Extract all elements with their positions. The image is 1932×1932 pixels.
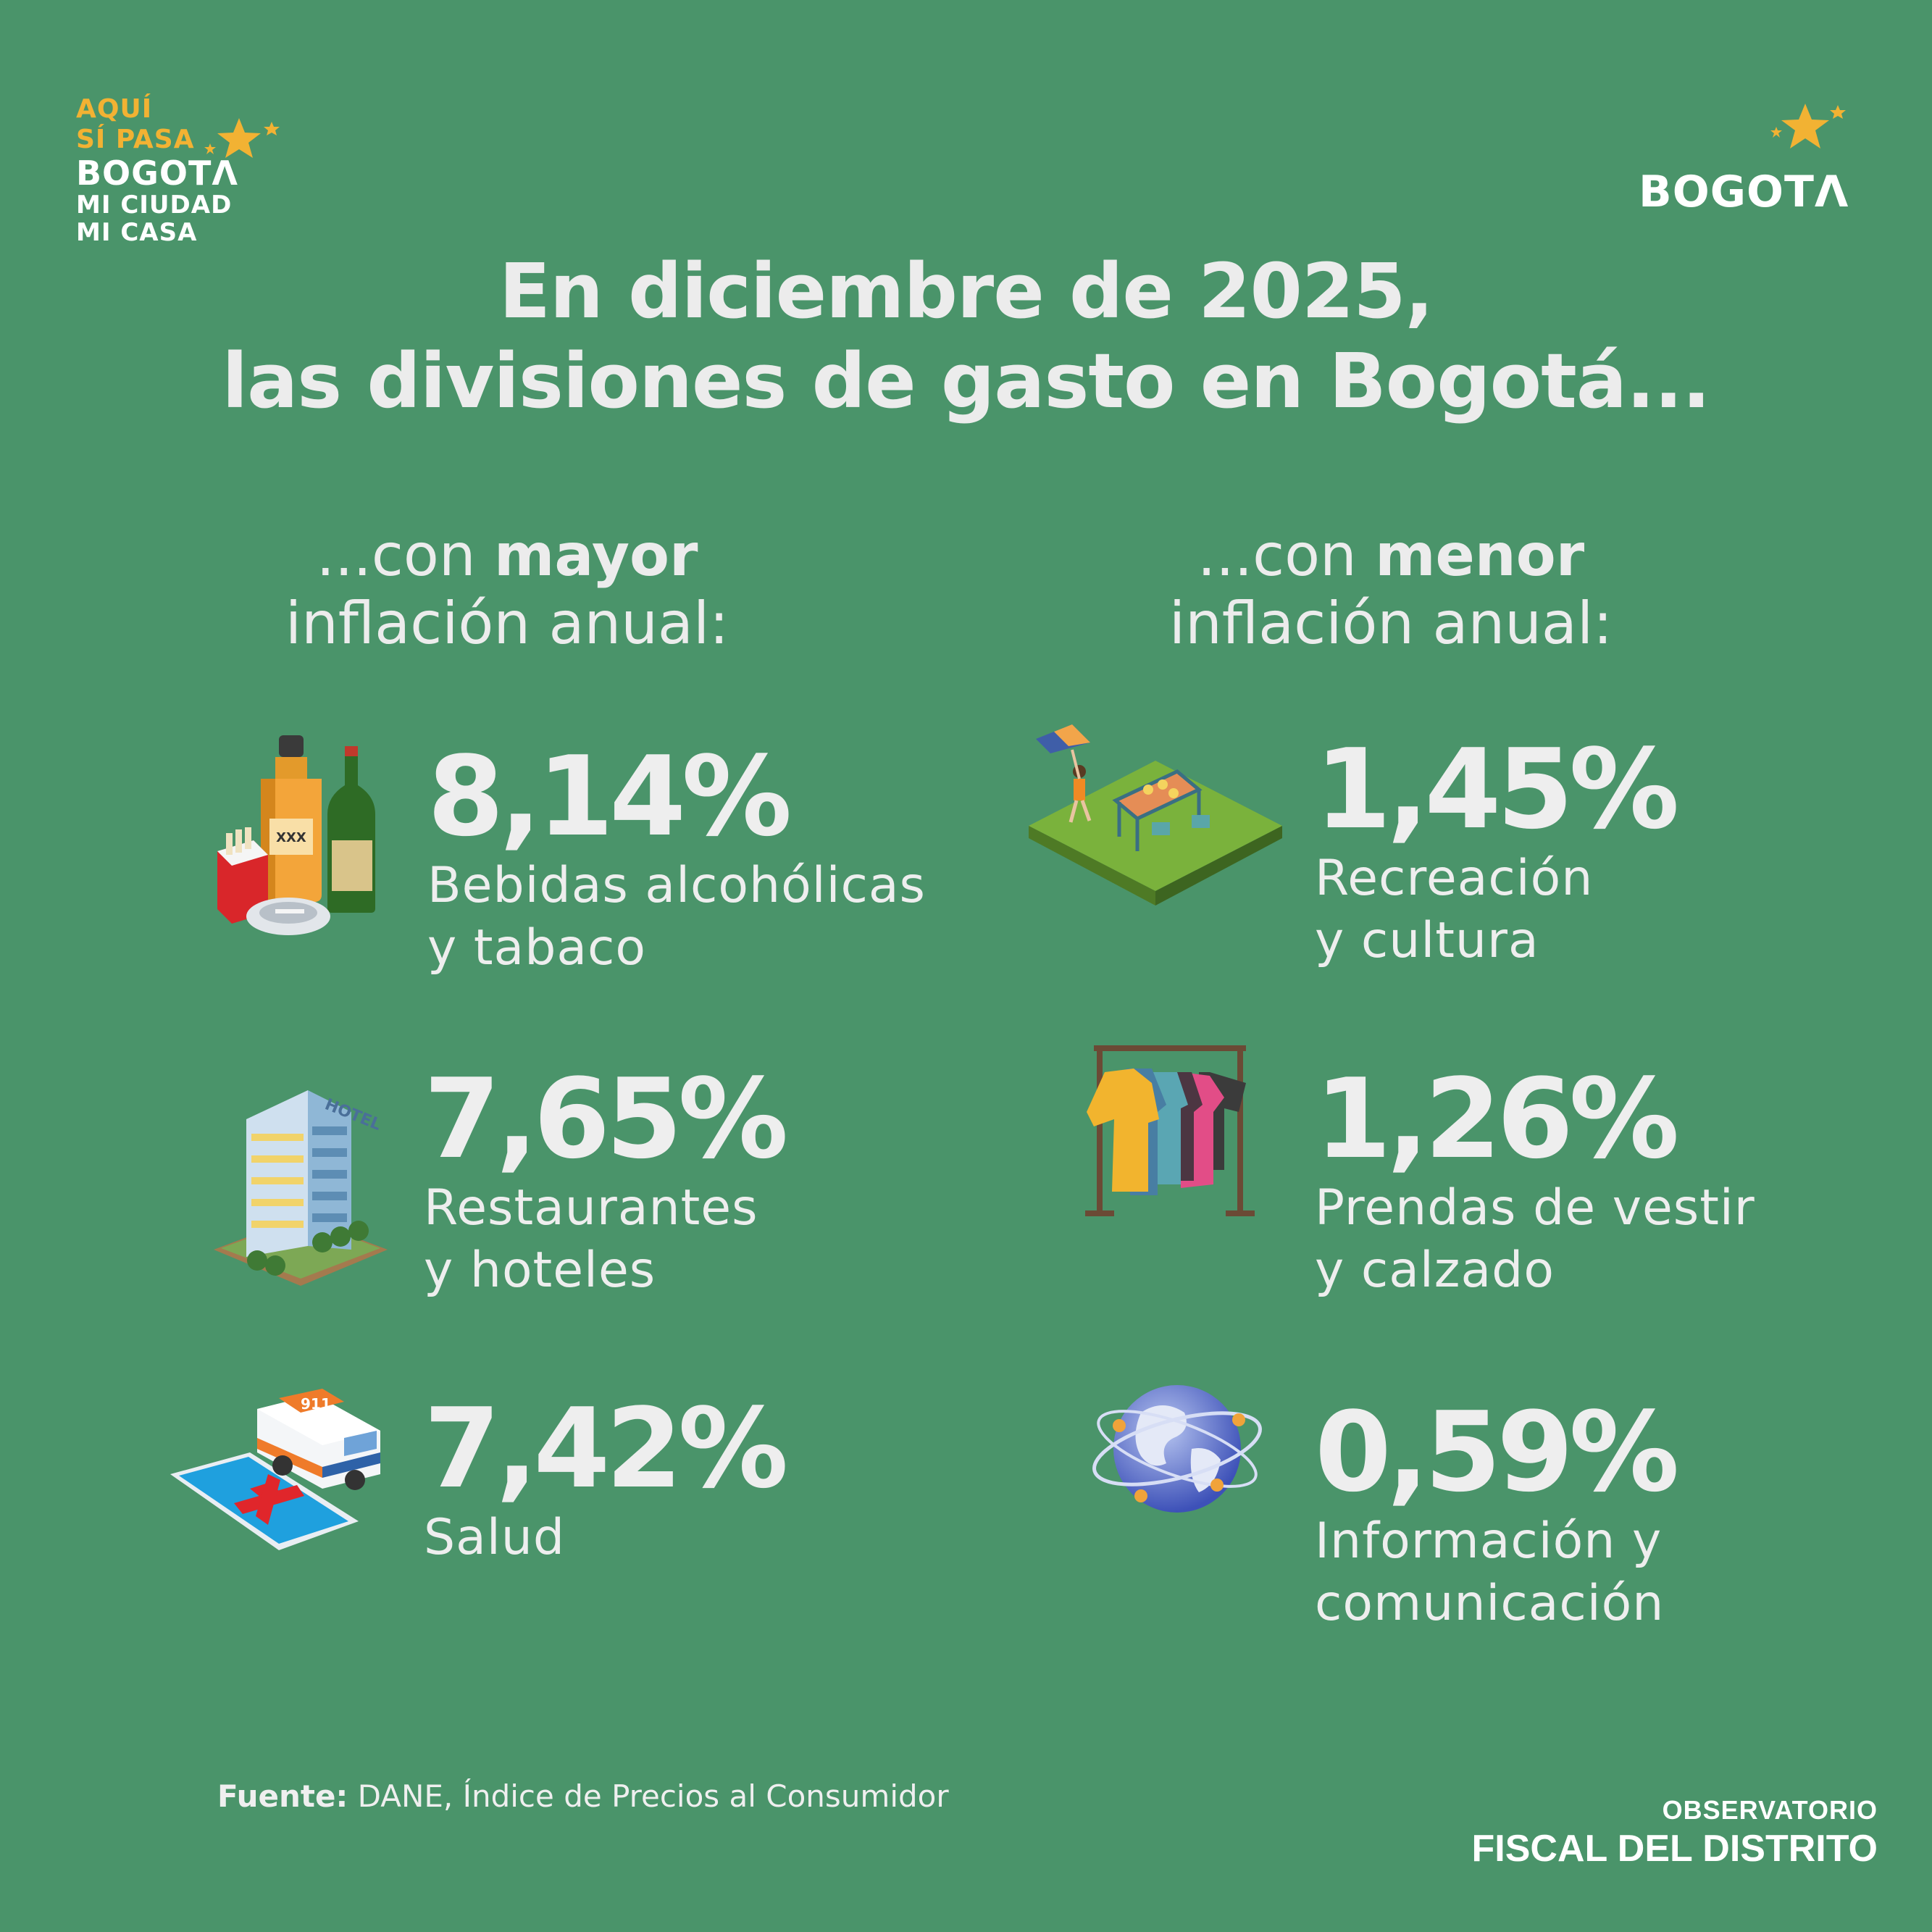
bogota-wordmark: BOGOTΛ	[1639, 167, 1849, 217]
page-title: En diciembre de 2025, las divisiones de …	[0, 246, 1932, 426]
bottles-tobacco-icon: XXX	[217, 735, 375, 935]
inflation-value: 8,14%	[427, 732, 792, 861]
division-label-line-1: Bebidas alcohólicas	[427, 857, 926, 914]
star-icon	[1770, 104, 1846, 149]
inflation-value: 1,45%	[1315, 725, 1679, 853]
ambulance-health-icon: 911	[170, 1389, 380, 1550]
inflation-value: 1,26%	[1315, 1055, 1679, 1183]
globe-network-icon	[1092, 1385, 1262, 1513]
header-higher-inflation: ...con mayor inflación anual:	[217, 522, 797, 658]
division-label-line-1: Salud	[424, 1509, 565, 1566]
title-line-2: las divisiones de gasto en Bogotá...	[222, 337, 1710, 425]
source-text: DANE, Índice de Precios al Consumidor	[357, 1778, 949, 1814]
logo-line-1: AQUÍ	[76, 94, 153, 124]
svg-text:911: 911	[301, 1395, 331, 1413]
division-label-line-2: y tabaco	[427, 919, 647, 977]
title-line-1: En diciembre de 2025,	[498, 247, 1434, 335]
division-label-line-1: Información y	[1315, 1513, 1663, 1570]
campaign-logo: AQUÍ SÍ PASA BOGOTΛ MI CIUDAD MI CASA	[76, 94, 286, 261]
division-label-line-2: y calzado	[1315, 1242, 1555, 1299]
observatorio-line-1: OBSERVATORIO	[1662, 1795, 1878, 1825]
park-recreation-icon	[1029, 724, 1282, 906]
item-health: 7,42% Salud	[424, 1384, 788, 1569]
inflation-value: 7,42%	[424, 1384, 788, 1513]
observatorio-logo: OBSERVATORIO FISCAL DEL DISTRITO	[1472, 1795, 1878, 1870]
item-alcohol-tobacco: 8,14% Bebidas alcohólicas y tabaco	[427, 739, 926, 979]
inflation-value: 7,65%	[424, 1055, 788, 1183]
logo-line-4: MI CIUDAD	[76, 191, 233, 219]
stars-icon	[204, 118, 280, 158]
hotel-building-icon: HOTEL	[214, 1090, 388, 1286]
header-bold: menor	[1375, 522, 1585, 589]
header-line-2: inflación anual:	[285, 590, 729, 657]
division-label-line-1: Restaurantes	[424, 1179, 758, 1237]
division-label-line-1: Prendas de vestir	[1315, 1179, 1755, 1237]
source-note: Fuente: DANE, Índice de Precios al Consu…	[217, 1778, 949, 1814]
header-lower-inflation: ...con menor inflación anual:	[1101, 522, 1681, 658]
item-clothing-footwear: 1,26% Prendas de vestir y calzado	[1315, 1061, 1755, 1302]
clothes-rack-icon	[1085, 1045, 1255, 1216]
svg-text:XXX: XXX	[276, 830, 306, 845]
logo-line-5: MI CASA	[76, 218, 198, 247]
item-information-communication: 0,59% Información y comunicación	[1315, 1388, 1679, 1635]
bogota-logo: BOGOTΛ	[1639, 98, 1870, 217]
header-prefix: ...con	[1197, 522, 1376, 589]
logo-line-2: SÍ PASA	[76, 125, 195, 154]
header-bold: mayor	[493, 522, 698, 589]
header-prefix: ...con	[316, 522, 494, 589]
observatorio-line-2: FISCAL DEL DISTRITO	[1471, 1828, 1878, 1870]
item-restaurants-hotels: 7,65% Restaurantes y hoteles	[424, 1055, 788, 1302]
logo-line-3: BOGOTΛ	[76, 154, 239, 193]
source-label: Fuente:	[217, 1778, 348, 1814]
header-line-2: inflación anual:	[1168, 590, 1613, 657]
division-label-line-1: Recreación	[1315, 850, 1594, 907]
division-label-line-2: y cultura	[1315, 912, 1539, 969]
division-label-line-2: y hoteles	[424, 1242, 656, 1299]
inflation-value: 0,59%	[1315, 1388, 1679, 1516]
item-recreation-culture: 1,45% Recreación y cultura	[1315, 725, 1679, 972]
division-label-line-2: comunicación	[1315, 1575, 1665, 1632]
